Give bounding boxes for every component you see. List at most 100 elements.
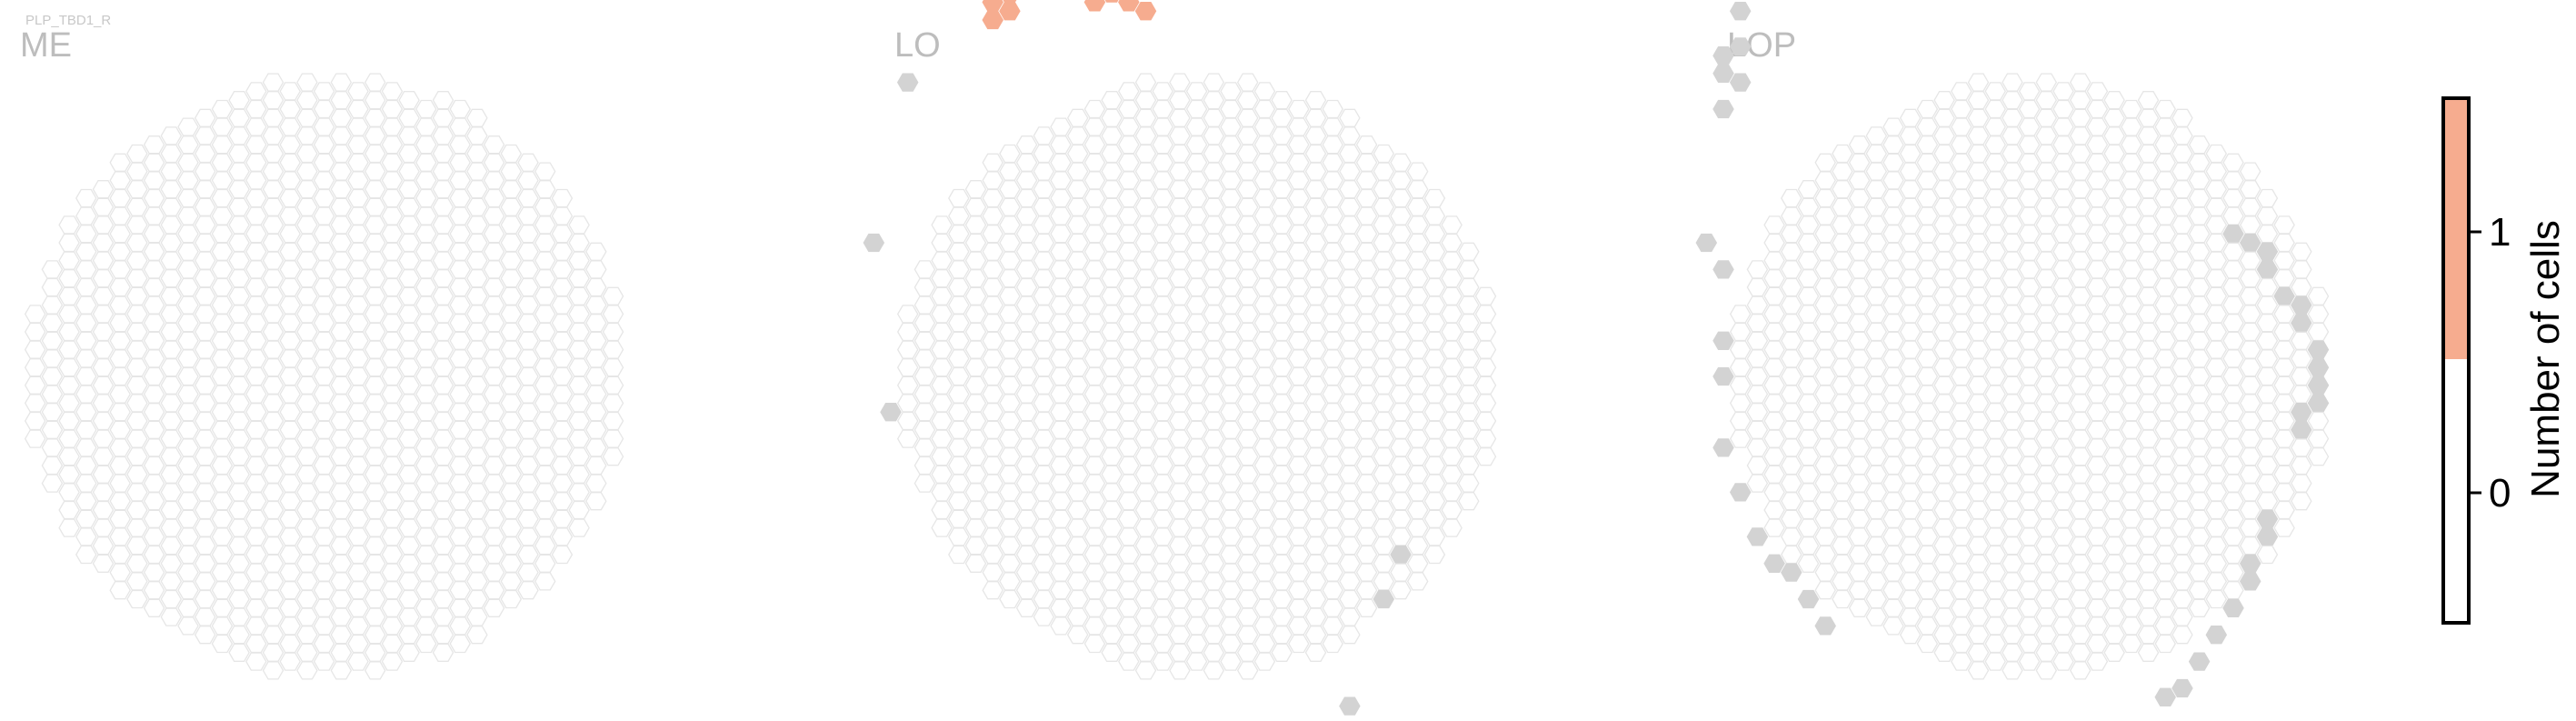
hex-column	[1169, 500, 1191, 520]
hex-column	[2002, 215, 2023, 235]
hex-column	[1390, 474, 1412, 493]
hex-column	[2137, 572, 2160, 591]
hex-column	[2121, 277, 2142, 297]
hex-column	[1865, 589, 1888, 609]
hex-column	[398, 358, 420, 377]
hex-column	[415, 314, 437, 333]
hex-column	[1423, 295, 1446, 315]
hex-column	[1118, 99, 1140, 119]
hex-column	[1134, 447, 1157, 466]
hex-column	[1050, 135, 1072, 155]
hex-column	[449, 527, 471, 546]
hex-column	[1288, 616, 1310, 636]
hex-column	[2121, 188, 2142, 208]
hex-column	[2188, 474, 2211, 493]
hex-column-outside	[896, 73, 919, 92]
hex-column	[1134, 305, 1157, 324]
hex-column	[245, 225, 267, 244]
hex-column	[1423, 206, 1446, 225]
hex-column	[177, 117, 199, 136]
hex-column	[1271, 500, 1293, 520]
hex-column	[534, 536, 556, 556]
hex-column	[364, 661, 386, 680]
hex-column	[1304, 376, 1327, 395]
hex-column-count-1	[1104, 0, 1119, 3]
hex-column	[1882, 474, 1904, 493]
hex-column	[1899, 358, 1922, 377]
hex-column	[126, 269, 148, 288]
hex-column	[999, 447, 1021, 466]
hex-column	[1797, 465, 1820, 484]
hex-column	[1763, 500, 1785, 520]
hex-column	[381, 598, 404, 617]
hex-column	[948, 527, 970, 546]
hex-column	[602, 322, 624, 342]
hex-column	[2121, 225, 2142, 244]
hex-column	[2035, 572, 2058, 591]
hex-column	[126, 376, 148, 395]
hex-column	[364, 394, 386, 413]
hex-column	[2222, 474, 2244, 493]
hex-column	[1271, 429, 1293, 448]
hex-column	[2222, 314, 2244, 333]
hex-column	[1134, 661, 1157, 680]
hex-column	[143, 492, 165, 511]
hex-column	[1967, 269, 1990, 288]
hex-column	[2205, 589, 2228, 609]
hex-column	[1304, 536, 1327, 556]
hex-column	[2035, 305, 2058, 324]
hex-column	[483, 545, 505, 565]
hex-column	[2018, 314, 2041, 333]
hex-column	[279, 563, 301, 582]
hex-column	[1169, 215, 1191, 235]
hex-column	[2154, 403, 2176, 422]
hex-column	[415, 563, 437, 582]
hex-column	[1865, 305, 1888, 324]
hex-column	[245, 652, 267, 671]
hex-column	[2018, 260, 2041, 279]
hex-column	[160, 215, 183, 235]
hex-column	[126, 180, 148, 199]
hex-column	[1185, 527, 1208, 546]
hex-column	[1118, 598, 1140, 617]
hex-column	[211, 314, 234, 333]
hex-column	[1832, 197, 1853, 216]
hex-column	[466, 358, 488, 377]
hex-column	[160, 394, 183, 413]
hex-column	[1185, 438, 1208, 457]
hex-column	[92, 465, 115, 484]
hex-column	[2137, 554, 2160, 573]
hex-column	[92, 197, 115, 216]
hex-column	[931, 518, 953, 537]
hex-column	[2052, 652, 2074, 671]
hex-column	[160, 376, 183, 395]
hex-column	[1304, 429, 1327, 448]
hex-column	[364, 340, 386, 359]
hex-column	[211, 492, 234, 511]
hex-column	[160, 322, 183, 342]
hex-column	[1271, 572, 1293, 591]
hex-column	[194, 233, 216, 253]
hex-column	[1899, 465, 1922, 484]
hex-column	[2205, 233, 2228, 253]
hex-column	[1015, 403, 1038, 422]
hex-column	[296, 394, 318, 413]
hex-column	[2188, 438, 2211, 457]
hex-column	[1916, 188, 1939, 208]
hex-column	[1355, 456, 1378, 476]
hex-column	[1848, 135, 1871, 155]
hex-column	[568, 376, 590, 395]
hex-column	[1832, 269, 1853, 288]
hex-column	[982, 225, 1003, 244]
hex-column	[1271, 180, 1293, 199]
hex-column	[143, 527, 165, 546]
hex-column	[2154, 385, 2176, 404]
hex-column	[1271, 483, 1293, 502]
hex-column	[2256, 403, 2279, 422]
hex-column	[931, 411, 953, 431]
hex-column	[2121, 527, 2142, 546]
hex-column	[982, 349, 1003, 368]
hex-column	[347, 438, 369, 457]
hex-column	[228, 358, 250, 377]
hex-column	[2172, 233, 2193, 253]
